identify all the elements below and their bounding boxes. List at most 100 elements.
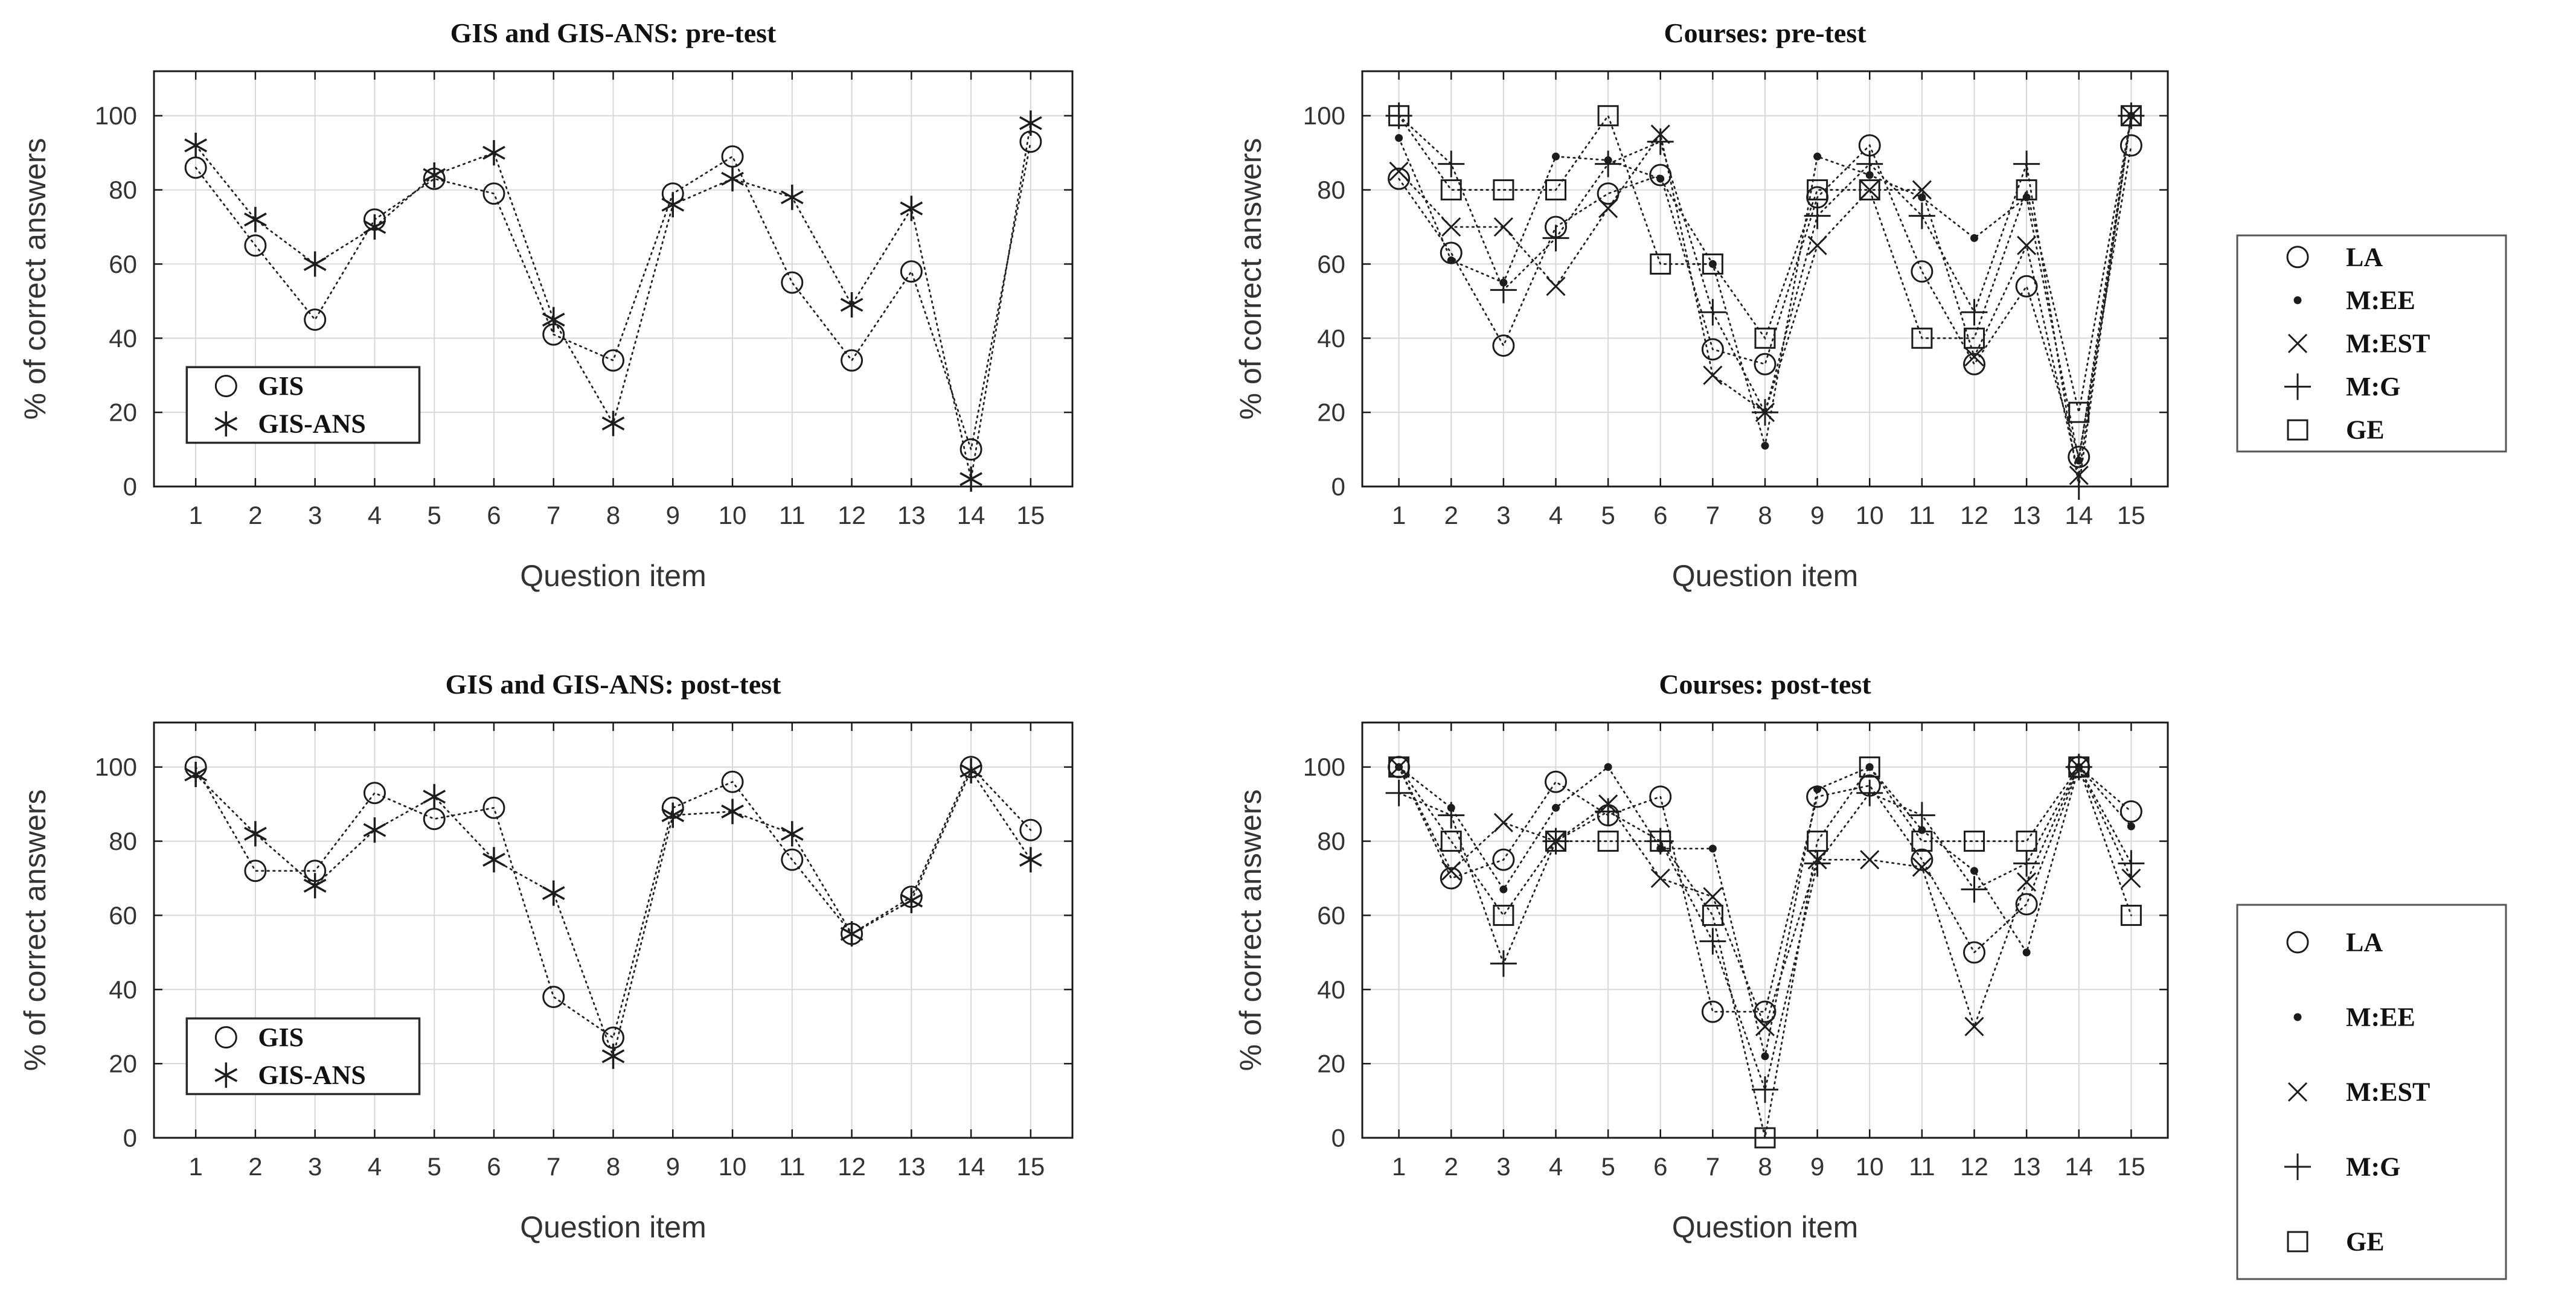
y-tick-label: 100 (1303, 753, 1345, 781)
x-tick-label: 1 (1392, 501, 1406, 529)
y-tick-label: 60 (1317, 250, 1345, 278)
x-tick-label: 7 (1706, 501, 1720, 529)
x-tick-label: 14 (2065, 501, 2093, 529)
x-tick-label: 1 (188, 1152, 202, 1181)
y-tick-label: 40 (1317, 975, 1345, 1004)
x-tick-label: 8 (606, 1152, 620, 1181)
legend-label: GE (2346, 1227, 2385, 1257)
x-tick-label: 14 (2065, 1152, 2093, 1181)
series-line (1398, 115, 2132, 476)
x-tick-label: 12 (1960, 501, 1988, 529)
x-tick-label: 3 (1496, 1152, 1510, 1181)
x-tick-label: 4 (1549, 1152, 1563, 1181)
legend: LA M:EE M:EST M:G GE (2236, 904, 2507, 1280)
x-axis-label: Question item (520, 1210, 706, 1244)
legend: GIS GIS-ANS (185, 366, 421, 444)
x-tick-label: 6 (487, 1152, 501, 1181)
x-tick-label: 13 (897, 501, 926, 529)
x-tick-label: 15 (2117, 501, 2145, 529)
series-GE (1388, 756, 2142, 1149)
y-tick-label: 80 (109, 827, 137, 855)
x-tick-label: 4 (368, 501, 382, 529)
chart-gis-posttest: 1 2 3 4 5 6 7 8 9 10 11 12 13 14 15 0 20 40 60 80 100% of co… (0, 651, 1193, 1302)
y-axis-label: % of correct answers (18, 790, 52, 1071)
series-GE (1388, 105, 2142, 423)
legend-label: GIS-ANS (258, 1061, 365, 1090)
x-tick-label: 6 (1653, 501, 1667, 529)
x-tick-label: 12 (838, 501, 866, 529)
x-tick-label: 15 (2117, 1152, 2145, 1181)
x-tick-label: 14 (957, 1152, 985, 1181)
x-tick-label: 11 (1909, 1152, 1935, 1181)
legend-label: LA (2346, 242, 2383, 272)
series-line (1398, 113, 2132, 413)
axis-ticks (1362, 723, 2168, 1139)
x-tick-label: 12 (1960, 1152, 1988, 1181)
series-line (1398, 765, 2132, 1093)
x-tick-label: 13 (2013, 501, 2041, 529)
y-tick-label: 60 (109, 250, 137, 278)
series-M:G (1385, 753, 2145, 1103)
x-tick-label: 10 (1856, 501, 1884, 529)
x-tick-labels: 1 2 3 4 5 6 7 8 9 10 11 12 13 14 15 (188, 501, 1045, 529)
legend-label: M:EE (2346, 286, 2415, 315)
series-M:EST (1389, 106, 2141, 485)
x-tick-labels: 1 2 3 4 5 6 7 8 9 10 11 12 13 14 15 (188, 1152, 1045, 1181)
x-tick-labels: 1 2 3 4 5 6 7 8 9 10 11 12 13 14 15 (1392, 501, 2145, 529)
x-axis-label: Question item (1672, 559, 1858, 593)
x-tick-label: 4 (1549, 501, 1563, 529)
x-tick-label: 11 (1909, 501, 1935, 529)
x-tick-label: 13 (897, 1152, 926, 1181)
y-tick-label: 0 (123, 1124, 137, 1152)
x-tick-label: 11 (779, 1152, 806, 1181)
legend: LA M:EE M:EST M:G GE (2236, 234, 2507, 453)
x-tick-label: 9 (666, 501, 680, 529)
y-tick-label: 20 (1317, 398, 1345, 427)
y-tick-label: 40 (1317, 324, 1345, 353)
legend-box (185, 1017, 421, 1096)
x-tick-label: 3 (308, 501, 322, 529)
chart-title: Courses: post-test (1659, 669, 1871, 700)
legend-box (2236, 234, 2507, 453)
y-tick-label: 20 (109, 398, 137, 427)
y-axis-label: % of correct answers (1234, 138, 1267, 420)
x-tick-label: 9 (1810, 1152, 1824, 1181)
series-GIS-ANS (184, 110, 1042, 492)
x-tick-label: 1 (188, 501, 202, 529)
x-tick-label: 10 (719, 1152, 747, 1181)
y-tick-label: 60 (109, 901, 137, 930)
legend-label: M:G (2346, 372, 2400, 401)
series-line (1398, 144, 2132, 458)
x-tick-label: 12 (838, 1152, 866, 1181)
legend-label: M:EST (2346, 1077, 2430, 1107)
series-markers (1389, 106, 2141, 485)
y-tick-label: 20 (109, 1050, 137, 1078)
series-GIS-ANS (184, 758, 1042, 1069)
y-tick-labels: 0 20 40 60 80 100 (95, 101, 137, 500)
y-tick-label: 0 (123, 473, 137, 501)
legend-label: GIS (258, 371, 304, 401)
x-tick-label: 13 (2013, 1152, 2041, 1181)
x-tick-label: 7 (1706, 1152, 1720, 1181)
legend-label: GIS (258, 1023, 304, 1052)
x-tick-label: 5 (1601, 1152, 1615, 1181)
x-tick-label: 2 (1444, 501, 1458, 529)
series-line (1398, 765, 2132, 1013)
x-tick-label: 11 (779, 501, 806, 529)
series-markers (184, 110, 1042, 492)
x-tick-label: 9 (1810, 501, 1824, 529)
x-tick-label: 5 (428, 501, 441, 529)
axis-ticks (154, 71, 1072, 488)
legend-label: GIS-ANS (258, 409, 365, 439)
x-axis-label: Question item (520, 559, 706, 593)
x-tick-label: 3 (1496, 501, 1510, 529)
axis-ticks (1362, 71, 2168, 488)
x-tick-label: 3 (308, 1152, 322, 1181)
x-tick-label: 2 (248, 501, 262, 529)
series-line (194, 122, 1032, 480)
y-tick-label: 0 (1331, 1124, 1345, 1152)
